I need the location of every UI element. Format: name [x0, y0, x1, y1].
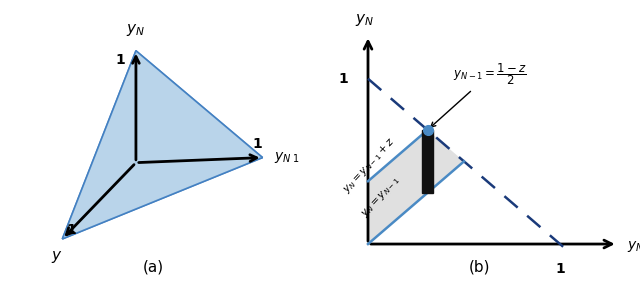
Text: $y$: $y$: [51, 249, 62, 265]
Polygon shape: [62, 51, 262, 239]
Text: $\mathbf{1}$: $\mathbf{1}$: [252, 137, 263, 151]
Text: $y_{N-1} = \dfrac{1-z}{2}$: $y_{N-1} = \dfrac{1-z}{2}$: [431, 61, 527, 127]
Text: $y_N=y_{N-1}+z$: $y_N=y_{N-1}+z$: [340, 135, 398, 196]
Polygon shape: [422, 130, 433, 193]
Text: $\mathbf{1}$: $\mathbf{1}$: [555, 262, 565, 276]
Text: $\mathbf{1}$: $\mathbf{1}$: [115, 53, 125, 67]
Text: $y_N$: $y_N$: [355, 12, 374, 28]
Text: $y_{N\ 1}$: $y_{N\ 1}$: [275, 150, 301, 165]
Text: (b): (b): [469, 260, 491, 275]
Polygon shape: [62, 51, 136, 239]
Text: $y_N=y_{N-1}$: $y_N=y_{N-1}$: [359, 174, 403, 220]
Polygon shape: [136, 51, 262, 163]
Text: (a): (a): [143, 260, 164, 275]
Text: $\mathbf{1}$: $\mathbf{1}$: [67, 223, 77, 237]
Text: $y_N$: $y_N$: [127, 22, 145, 38]
Text: $\mathbf{1}$: $\mathbf{1}$: [338, 72, 349, 86]
Text: $y_{N-1}$: $y_{N-1}$: [627, 239, 640, 254]
Polygon shape: [62, 158, 262, 239]
Polygon shape: [368, 130, 464, 244]
